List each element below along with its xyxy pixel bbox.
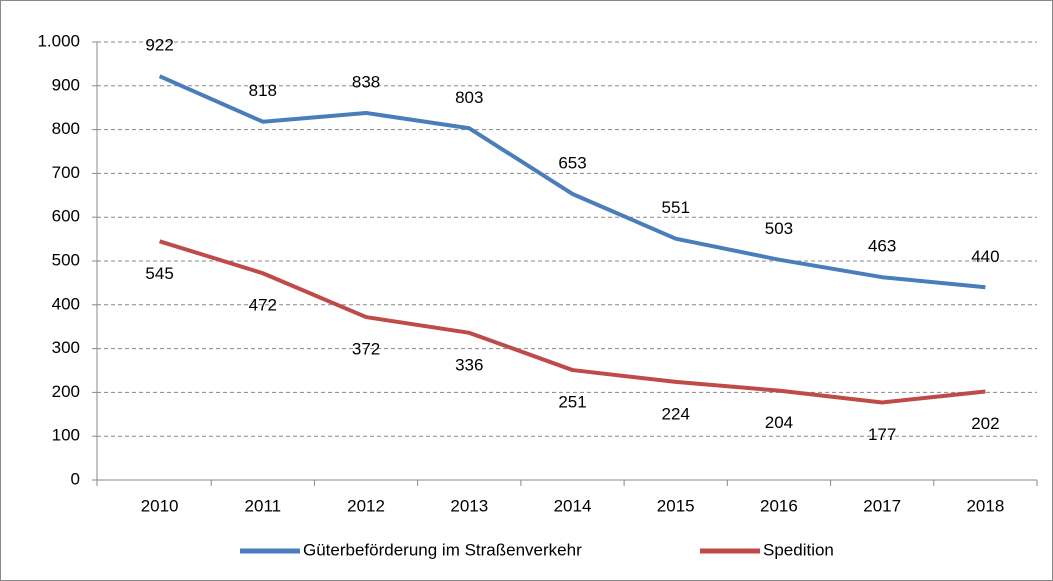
y-tick-label: 200	[52, 382, 80, 401]
data-label: 251	[558, 393, 586, 412]
x-tick-label: 2017	[863, 496, 901, 515]
y-tick-label: 600	[52, 207, 80, 226]
data-label: 336	[455, 355, 483, 374]
x-tick-label: 2010	[141, 496, 179, 515]
data-label: 472	[249, 296, 277, 315]
data-label: 838	[352, 72, 380, 91]
legend-label: Güterbeförderung im Straßenverkehr	[303, 540, 582, 559]
data-label: 545	[145, 264, 173, 283]
data-label: 440	[971, 247, 999, 266]
y-tick-label: 500	[52, 250, 80, 269]
legend-label: Spedition	[763, 540, 834, 559]
data-label: 202	[971, 414, 999, 433]
data-label: 204	[765, 413, 793, 432]
x-tick-label: 2015	[657, 496, 695, 515]
y-tick-label: 300	[52, 338, 80, 357]
data-label: 372	[352, 340, 380, 359]
data-label: 503	[765, 219, 793, 238]
y-tick-label: 1.000	[37, 31, 80, 50]
y-tick-label: 400	[52, 294, 80, 313]
x-tick-label: 2014	[554, 496, 592, 515]
y-tick-label: 0	[71, 469, 80, 488]
x-tick-label: 2013	[450, 496, 488, 515]
data-label: 803	[455, 88, 483, 107]
data-label: 551	[662, 198, 690, 217]
x-tick-label: 2011	[245, 496, 282, 515]
data-label: 463	[868, 237, 896, 256]
data-label: 922	[145, 36, 173, 55]
x-tick-label: 2016	[760, 496, 798, 515]
x-tick-label: 2018	[966, 496, 1004, 515]
y-tick-label: 100	[52, 426, 80, 445]
series-line	[158, 74, 986, 290]
data-label: 818	[249, 81, 277, 100]
y-tick-label: 800	[52, 119, 80, 138]
data-label: 224	[662, 404, 690, 423]
y-tick-label: 700	[52, 163, 80, 182]
series-line	[159, 239, 986, 405]
x-tick-label: 2012	[347, 496, 385, 515]
data-label: 177	[868, 425, 896, 444]
data-label: 653	[558, 153, 586, 172]
y-tick-label: 900	[52, 75, 80, 94]
